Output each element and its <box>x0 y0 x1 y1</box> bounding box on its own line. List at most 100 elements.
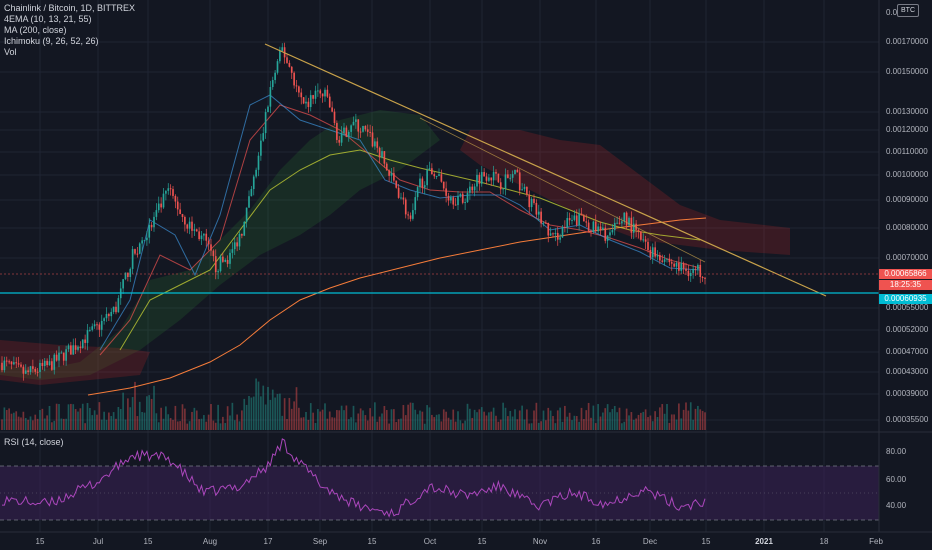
volume-bar <box>3 407 6 430</box>
volume-bar <box>153 385 155 430</box>
candle-body <box>53 354 56 370</box>
legend-vol[interactable]: Vol <box>4 47 17 57</box>
candle-body <box>79 346 82 348</box>
volume-bar <box>260 396 262 430</box>
candle-body <box>224 259 227 262</box>
volume-bar <box>340 405 343 430</box>
volume-bar <box>295 387 298 430</box>
candle-body <box>317 90 319 92</box>
volume-bar <box>305 411 307 430</box>
price-axis-label: 0.00047000 <box>886 347 929 356</box>
volume-bar <box>119 409 122 430</box>
volume-bar <box>1 419 3 430</box>
volume-bar <box>257 381 260 430</box>
volume-bar <box>637 414 640 430</box>
candle-body <box>321 93 324 97</box>
candle-body <box>236 242 238 247</box>
volume-bar <box>112 412 115 430</box>
candle-body <box>103 318 105 321</box>
volume-bar <box>222 416 224 430</box>
candle-body <box>143 240 146 242</box>
volume-bar <box>521 405 523 430</box>
candle-body <box>426 169 428 186</box>
candle-body <box>654 247 656 257</box>
volume-bar <box>573 415 576 430</box>
volume-bar <box>452 409 455 430</box>
candle-body <box>431 168 433 175</box>
candle-body <box>309 95 312 108</box>
candle-body <box>352 121 355 126</box>
volume-bar <box>678 403 680 430</box>
candle-body <box>694 268 697 270</box>
volume-bar <box>79 408 82 430</box>
candle-body <box>186 224 189 229</box>
volume-bar <box>271 389 274 430</box>
volume-bar <box>267 386 269 430</box>
volume-bar <box>74 409 77 430</box>
cloud-green <box>0 110 440 380</box>
volume-bar <box>217 404 219 430</box>
legend-ema[interactable]: 4EMA (10, 13, 21, 55) <box>4 14 92 24</box>
legend-ichimoku[interactable]: Ichimoku (9, 26, 52, 26) <box>4 36 99 46</box>
candle-body <box>580 213 583 216</box>
candle-body <box>514 169 516 175</box>
candle-body <box>108 313 110 317</box>
candle-body <box>293 72 295 86</box>
volume-bar <box>229 415 231 430</box>
candle-body <box>642 239 645 241</box>
volume-bar <box>613 406 616 430</box>
candle-body <box>433 174 436 177</box>
candle-body <box>637 229 640 232</box>
candle-body <box>55 354 58 361</box>
volume-bar <box>469 408 471 430</box>
volume-bar <box>162 418 165 430</box>
volume-bar <box>155 413 158 430</box>
ma200-line <box>87 217 707 396</box>
price-axis-label: 0.0 <box>886 8 898 17</box>
rsi-legend[interactable]: RSI (14, close) <box>4 437 64 447</box>
volume-bar <box>668 422 671 430</box>
volume-bar <box>100 419 103 430</box>
volume-bar <box>371 416 374 430</box>
candle-body <box>404 199 407 215</box>
volume-bar <box>146 396 148 430</box>
candle-body <box>438 174 440 176</box>
candle-body <box>573 215 576 220</box>
volume-bar <box>60 418 63 430</box>
candle-body <box>24 370 27 374</box>
volume-bar <box>157 422 160 430</box>
volume-bar <box>499 419 502 430</box>
volume-bar <box>129 407 132 430</box>
candle-body <box>172 189 174 196</box>
volume-bar <box>362 410 364 430</box>
volume-bar <box>124 419 127 430</box>
volume-bar <box>17 416 20 430</box>
price-axis-label: 0.00090000 <box>886 195 929 204</box>
candle-body <box>96 324 98 326</box>
legend-ma[interactable]: MA (200, close) <box>4 25 67 35</box>
candle-body <box>689 272 692 277</box>
candle-body <box>181 214 184 217</box>
volume-bar <box>8 408 10 430</box>
candle-body <box>5 360 8 362</box>
candle-body <box>609 232 611 236</box>
currency-badge[interactable]: BTC <box>897 4 919 17</box>
volume-bar <box>590 417 592 430</box>
candle-body <box>632 223 635 233</box>
volume-bar <box>347 419 350 430</box>
volume-bar <box>457 411 459 430</box>
candle-body <box>599 226 602 231</box>
volume-bar <box>62 418 65 430</box>
legend-symbol[interactable]: Chainlink / Bitcoin, 1D, BITTREX <box>4 3 136 13</box>
candle-body <box>112 306 115 312</box>
candle-body <box>497 173 500 183</box>
candle-body <box>454 204 457 206</box>
volume-bar <box>583 419 585 430</box>
candle-body <box>480 172 483 184</box>
volume-bar <box>70 403 72 430</box>
candle-body <box>374 141 376 147</box>
volume-bar <box>127 398 129 430</box>
volume-bar <box>343 410 345 430</box>
candle-body <box>226 259 229 264</box>
